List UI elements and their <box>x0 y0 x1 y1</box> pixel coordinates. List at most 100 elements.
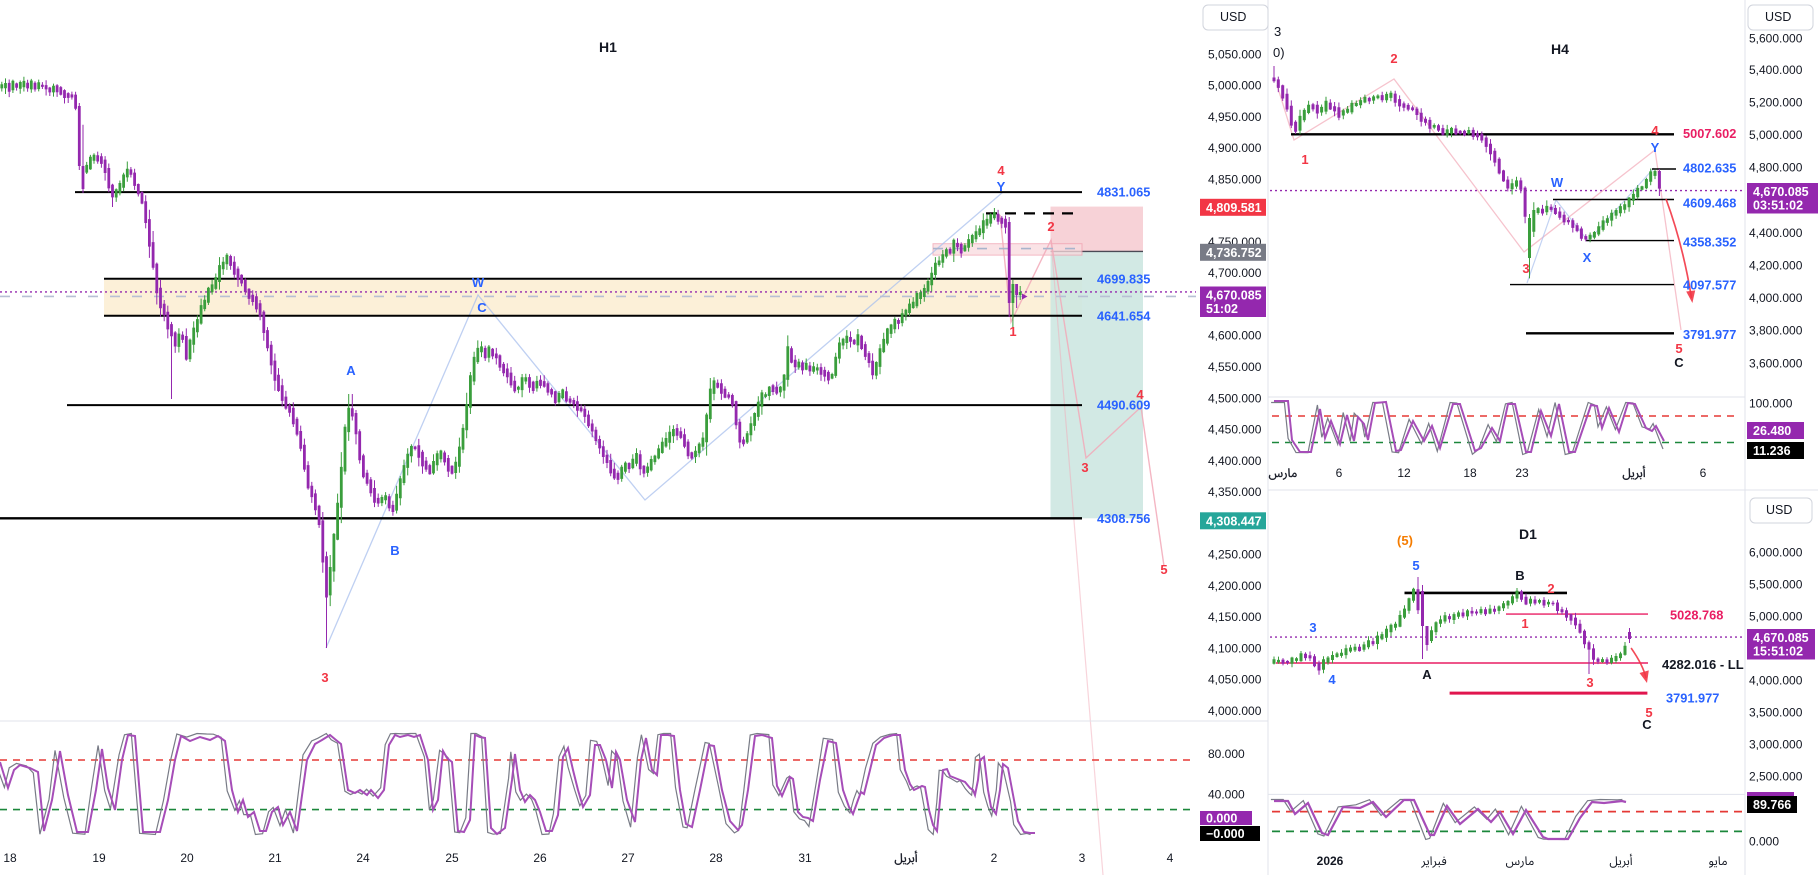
svg-text:4,050.000: 4,050.000 <box>1208 673 1262 687</box>
svg-text:4,400.000: 4,400.000 <box>1749 226 1803 240</box>
svg-text:6,000.000: 6,000.000 <box>1749 545 1803 559</box>
svg-text:−0.000: −0.000 <box>1206 827 1245 841</box>
svg-text:0): 0) <box>1273 45 1285 60</box>
svg-text:4,950.000: 4,950.000 <box>1208 110 1262 124</box>
svg-text:USD: USD <box>1220 10 1246 24</box>
svg-text:3: 3 <box>1309 620 1316 635</box>
svg-text:4699.835: 4699.835 <box>1097 271 1150 286</box>
svg-text:(5): (5) <box>1397 533 1413 548</box>
svg-text:03:51:02: 03:51:02 <box>1753 199 1803 213</box>
svg-text:27: 27 <box>621 851 635 865</box>
svg-text:5: 5 <box>1412 558 1419 573</box>
svg-text:5,400.000: 5,400.000 <box>1749 63 1803 77</box>
svg-text:5028.768: 5028.768 <box>1670 608 1723 623</box>
svg-text:4,736.752: 4,736.752 <box>1206 246 1262 260</box>
svg-text:4,000.000: 4,000.000 <box>1208 704 1262 718</box>
svg-text:4831.065: 4831.065 <box>1097 185 1150 200</box>
svg-text:4: 4 <box>997 163 1005 178</box>
svg-text:4,000.000: 4,000.000 <box>1749 673 1803 687</box>
svg-text:3: 3 <box>1079 851 1086 865</box>
svg-text:4,350.000: 4,350.000 <box>1208 485 1262 499</box>
svg-text:5,200.000: 5,200.000 <box>1749 96 1803 110</box>
svg-text:Y: Y <box>1651 140 1660 155</box>
svg-text:3: 3 <box>1586 675 1593 690</box>
svg-text:4282.016 - LL: 4282.016 - LL <box>1662 657 1744 672</box>
svg-text:5,050.000: 5,050.000 <box>1208 47 1262 61</box>
svg-text:4609.468: 4609.468 <box>1683 196 1736 211</box>
svg-text:W: W <box>1551 175 1564 190</box>
svg-text:3: 3 <box>1522 261 1529 276</box>
svg-text:6: 6 <box>1336 466 1343 480</box>
svg-text:18: 18 <box>3 851 17 865</box>
svg-text:C: C <box>477 300 487 315</box>
svg-text:23: 23 <box>1515 466 1529 480</box>
svg-text:31: 31 <box>798 851 812 865</box>
svg-text:4802.635: 4802.635 <box>1683 161 1736 176</box>
svg-text:B: B <box>390 543 399 558</box>
svg-text:3,800.000: 3,800.000 <box>1749 324 1803 338</box>
svg-text:2: 2 <box>991 851 998 865</box>
svg-text:28: 28 <box>709 851 723 865</box>
svg-text:2,500.000: 2,500.000 <box>1749 769 1803 783</box>
svg-text:4,150.000: 4,150.000 <box>1208 610 1262 624</box>
svg-text:40.000: 40.000 <box>1208 788 1245 802</box>
svg-text:15:51:02: 15:51:02 <box>1753 645 1803 659</box>
svg-text:5007.602: 5007.602 <box>1683 126 1736 141</box>
svg-text:2: 2 <box>1047 219 1054 234</box>
svg-text:4,250.000: 4,250.000 <box>1208 548 1262 562</box>
svg-text:20: 20 <box>180 851 194 865</box>
svg-text:4358.352: 4358.352 <box>1683 235 1736 250</box>
svg-text:Y: Y <box>997 179 1006 194</box>
svg-text:21: 21 <box>268 851 282 865</box>
svg-text:51:02: 51:02 <box>1206 302 1238 316</box>
svg-text:USD: USD <box>1765 10 1791 24</box>
svg-text:4,100.000: 4,100.000 <box>1208 642 1262 656</box>
svg-text:D1: D1 <box>1519 526 1537 542</box>
svg-text:19: 19 <box>92 851 106 865</box>
svg-text:6: 6 <box>1700 466 1707 480</box>
svg-text:26.480: 26.480 <box>1753 424 1791 438</box>
svg-text:4,400.000: 4,400.000 <box>1208 454 1262 468</box>
svg-text:26: 26 <box>533 851 547 865</box>
svg-text:4,500.000: 4,500.000 <box>1208 391 1262 405</box>
svg-text:1: 1 <box>1301 152 1308 167</box>
svg-text:4,670.085: 4,670.085 <box>1753 185 1809 199</box>
svg-text:A: A <box>346 363 356 378</box>
svg-text:4,800.000: 4,800.000 <box>1749 161 1803 175</box>
svg-text:2026: 2026 <box>1317 854 1344 868</box>
svg-text:4: 4 <box>1328 672 1336 687</box>
svg-text:3,500.000: 3,500.000 <box>1749 705 1803 719</box>
svg-text:4,670.085: 4,670.085 <box>1753 631 1809 645</box>
svg-text:1: 1 <box>1009 324 1016 339</box>
svg-text:H4: H4 <box>1551 41 1569 57</box>
svg-text:4: 4 <box>1167 851 1174 865</box>
svg-text:3791.977: 3791.977 <box>1683 327 1736 342</box>
svg-text:5,600.000: 5,600.000 <box>1749 31 1803 45</box>
svg-text:0.000: 0.000 <box>1749 834 1779 848</box>
svg-text:4641.654: 4641.654 <box>1097 308 1151 323</box>
svg-text:4,200.000: 4,200.000 <box>1749 259 1803 273</box>
svg-text:4,850.000: 4,850.000 <box>1208 173 1262 187</box>
svg-text:3: 3 <box>321 670 328 685</box>
svg-text:5,000.000: 5,000.000 <box>1749 609 1803 623</box>
svg-text:89.766: 89.766 <box>1753 798 1791 812</box>
svg-text:3791.977: 3791.977 <box>1666 691 1719 706</box>
svg-text:2: 2 <box>1547 581 1554 596</box>
svg-text:11.236: 11.236 <box>1753 444 1791 458</box>
svg-text:4,809.581: 4,809.581 <box>1206 201 1262 215</box>
svg-text:25: 25 <box>445 851 459 865</box>
svg-text:4: 4 <box>1136 387 1144 402</box>
svg-text:3: 3 <box>1274 24 1281 39</box>
svg-text:24: 24 <box>356 851 370 865</box>
svg-text:C: C <box>1642 717 1652 732</box>
svg-text:18: 18 <box>1463 466 1477 480</box>
svg-text:5,500.000: 5,500.000 <box>1749 577 1803 591</box>
svg-text:4,200.000: 4,200.000 <box>1208 579 1262 593</box>
svg-text:4,308.447: 4,308.447 <box>1206 514 1262 528</box>
svg-text:A: A <box>1422 667 1432 682</box>
svg-text:5: 5 <box>1160 562 1167 577</box>
svg-text:0.000: 0.000 <box>1206 812 1237 826</box>
svg-text:4308.756: 4308.756 <box>1097 511 1150 526</box>
svg-text:5,000.000: 5,000.000 <box>1208 79 1262 93</box>
svg-text:1: 1 <box>1521 616 1528 631</box>
